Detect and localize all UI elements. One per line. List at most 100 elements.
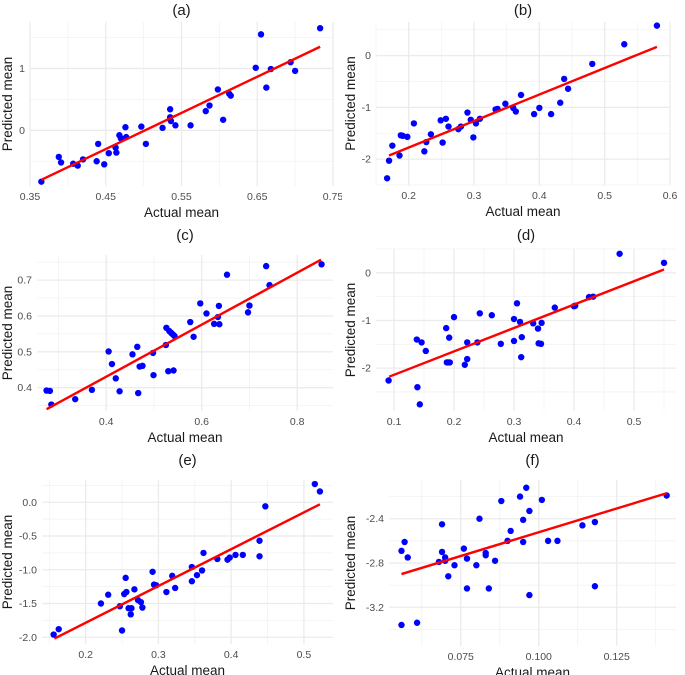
y-tick-label: 0.4	[17, 382, 32, 394]
minor-gridlines	[375, 22, 670, 186]
data-point	[137, 598, 145, 606]
panel-b: 0.2 0.3 0.4 0.5 0.6 -2 -1 0 (b) Actual mean Predic…	[343, 0, 685, 225]
data-point	[473, 562, 480, 569]
x-tick-label: 0.4	[532, 190, 547, 202]
data-point	[219, 116, 227, 123]
data-point	[163, 588, 170, 596]
data-point	[398, 621, 405, 629]
x-axis-label: Actual mean	[144, 205, 219, 220]
data-point	[385, 377, 392, 384]
scatter-plot-b: 0.2 0.3 0.4 0.5 0.6 -2 -1 0 (b) Actual mean Predic…	[343, 2, 678, 219]
data-point	[404, 554, 411, 561]
data-point	[523, 484, 530, 491]
data-point	[510, 315, 518, 323]
x-axis-label: Actual mean	[147, 430, 222, 445]
data-point	[560, 75, 568, 83]
data-point	[551, 304, 558, 311]
x-tick-label: 0.4	[99, 416, 114, 428]
data-point	[497, 340, 504, 348]
y-axis-label: Predicted mean	[343, 56, 358, 151]
panel-c: 0.4 0.6 0.8 0.4 0.5 0.6 0.7 (c) Actual mean Predi…	[0, 225, 342, 450]
data-point	[544, 537, 552, 545]
data-point	[170, 367, 177, 374]
data-point	[410, 120, 418, 127]
data-point	[46, 387, 54, 395]
data-point	[291, 67, 299, 75]
panel-e: 0.2 0.3 0.4 0.5 -2.0 -1.5 -1.0 -0.5 0.0 (e) Actual…	[0, 450, 342, 675]
data-point	[507, 527, 514, 535]
data-point	[621, 41, 628, 48]
data-point	[385, 157, 393, 164]
panel-a: 0.35 0.45 0.55 0.65 0.75 0 1 (a) Actual mean Pred…	[0, 0, 342, 225]
data-point	[113, 149, 120, 156]
y-tick-label: 0	[365, 267, 371, 279]
data-point	[316, 488, 324, 495]
data-point	[498, 497, 505, 505]
y-axis-label: Predicted mean	[343, 283, 358, 378]
panel-title: (e)	[178, 452, 196, 469]
data-point	[389, 142, 396, 149]
panel-title: (f)	[525, 452, 539, 469]
data-point	[131, 586, 138, 593]
major-gridlines	[389, 480, 676, 646]
data-point	[97, 600, 105, 607]
data-point	[93, 158, 100, 165]
data-point	[108, 360, 116, 368]
x-tick-label: 0.5	[597, 190, 612, 202]
data-point	[210, 320, 218, 328]
data-point	[55, 153, 62, 161]
data-point	[165, 367, 172, 375]
data-point	[437, 117, 444, 124]
data-point	[150, 371, 157, 379]
data-point	[127, 611, 134, 618]
data-point	[443, 324, 450, 332]
data-point	[446, 359, 453, 366]
x-tick-label: 0.75	[323, 191, 342, 203]
data-point	[311, 480, 319, 488]
data-point	[187, 122, 194, 129]
data-point	[517, 91, 525, 99]
data-point	[450, 313, 458, 321]
data-point	[589, 60, 596, 68]
data-point	[438, 548, 446, 556]
regression-line	[53, 503, 321, 640]
data-point	[134, 343, 141, 351]
y-tick-label: -3.2	[366, 602, 384, 614]
x-tick-label: 0.125	[604, 651, 630, 663]
x-tick-label: 0.6	[663, 190, 678, 202]
scatter-plot-c: 0.4 0.6 0.8 0.4 0.5 0.6 0.7 (c) Actual mean Predi…	[0, 227, 333, 445]
data-point	[510, 337, 518, 345]
y-axis-label: Predicted mean	[0, 286, 15, 381]
data-point	[138, 123, 145, 130]
data-point	[232, 551, 239, 559]
data-point	[216, 321, 223, 328]
data-point	[464, 109, 471, 116]
data-point	[94, 140, 102, 148]
y-tick-label: 0	[19, 125, 25, 137]
data-point	[512, 108, 520, 115]
data-points	[385, 250, 668, 408]
data-point	[214, 86, 222, 93]
data-point	[519, 516, 527, 524]
data-point	[526, 591, 533, 599]
data-point	[206, 102, 213, 109]
data-point	[256, 553, 263, 560]
data-point	[57, 159, 65, 166]
data-point	[413, 619, 421, 626]
data-point	[516, 493, 524, 500]
data-point	[401, 538, 408, 546]
y-axis-label: Predicted mean	[343, 516, 358, 611]
data-point	[112, 375, 119, 382]
x-tick-label: 0.8	[290, 416, 305, 428]
regression-line	[388, 45, 658, 157]
data-point	[422, 347, 429, 355]
data-point	[244, 309, 252, 316]
data-point	[256, 537, 263, 544]
data-point	[198, 567, 206, 574]
data-point	[463, 555, 471, 562]
data-point	[262, 262, 270, 270]
data-point	[442, 115, 450, 122]
y-tick-label: -2	[362, 154, 371, 166]
data-point	[451, 562, 458, 569]
major-gridlines	[376, 249, 676, 411]
